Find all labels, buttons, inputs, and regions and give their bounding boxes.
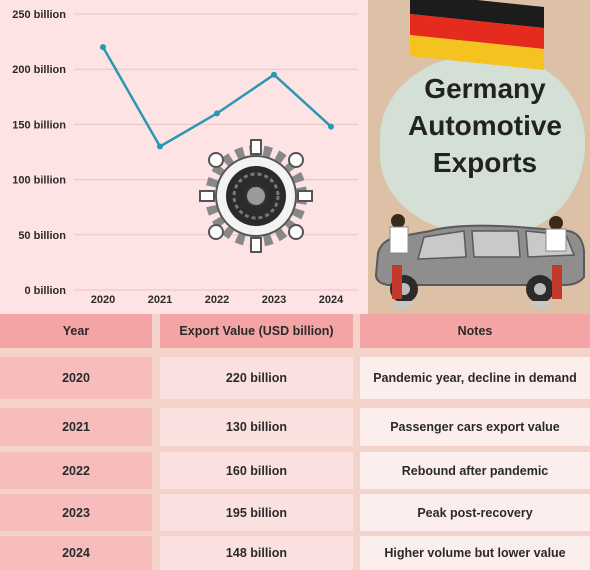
car-mechanics-illustration [374, 214, 585, 307]
data-point-2024 [328, 123, 334, 130]
export-table: Year Export Value (USD billion) Notes 2020 2… [0, 314, 590, 570]
cell-year: 2020 [0, 357, 152, 399]
y-tick-label: 250 billion [12, 9, 66, 21]
page-title: Germany Automotive Exports [390, 70, 580, 181]
cell-export-value: 220 billion [160, 357, 353, 399]
data-point-2022 [214, 110, 220, 117]
y-tick-label: 150 billion [12, 119, 66, 131]
y-tick-label: 200 billion [12, 64, 66, 76]
y-tick-label: 0 billion [24, 285, 66, 297]
data-point-2023 [271, 71, 277, 78]
cell-notes: Rebound after pandemic [360, 452, 590, 489]
map-background [380, 55, 585, 235]
x-tick-label: 2020 [91, 294, 115, 306]
cell-export-value: 195 billion [160, 494, 353, 531]
header-notes: Notes [360, 314, 590, 348]
top-section: 0 billion 50 billion 100 billion 150 billio… [0, 0, 590, 314]
x-tick-label: 2023 [262, 294, 286, 306]
x-tick-label: 2022 [205, 294, 229, 306]
header-year: Year [0, 314, 152, 348]
cell-export-value: 130 billion [160, 408, 353, 446]
gear-wheel-icon [199, 139, 313, 253]
y-tick-label: 100 billion [12, 175, 66, 187]
cell-year: 2022 [0, 452, 152, 489]
cell-notes: Passenger cars export value [360, 408, 590, 446]
cell-year: 2021 [0, 408, 152, 446]
x-tick-label: 2021 [148, 294, 172, 306]
cell-export-value: 148 billion [160, 536, 353, 570]
header-export-value: Export Value (USD billion) [160, 314, 353, 348]
series-line [101, 46, 332, 149]
cell-notes: Higher volume but lower value [360, 536, 590, 570]
y-tick-label: 50 billion [18, 230, 66, 242]
data-point-2020 [100, 44, 106, 51]
cell-year: 2024 [0, 536, 152, 570]
cell-notes: Pandemic year, decline in demand [360, 357, 590, 399]
cell-notes: Peak post-recovery [360, 494, 590, 531]
cell-export-value: 160 billion [160, 452, 353, 489]
title-line-2: Automotive [408, 110, 562, 141]
x-tick-label: 2024 [319, 294, 344, 306]
cell-year: 2023 [0, 494, 152, 531]
title-line-1: Germany [424, 73, 546, 104]
line-chart: 0 billion 50 billion 100 billion 150 billio… [12, 9, 358, 306]
data-point-2021 [157, 143, 163, 150]
title-line-3: Exports [432, 147, 538, 178]
chart-panel: 0 billion 50 billion 100 billion 150 billio… [0, 0, 368, 314]
